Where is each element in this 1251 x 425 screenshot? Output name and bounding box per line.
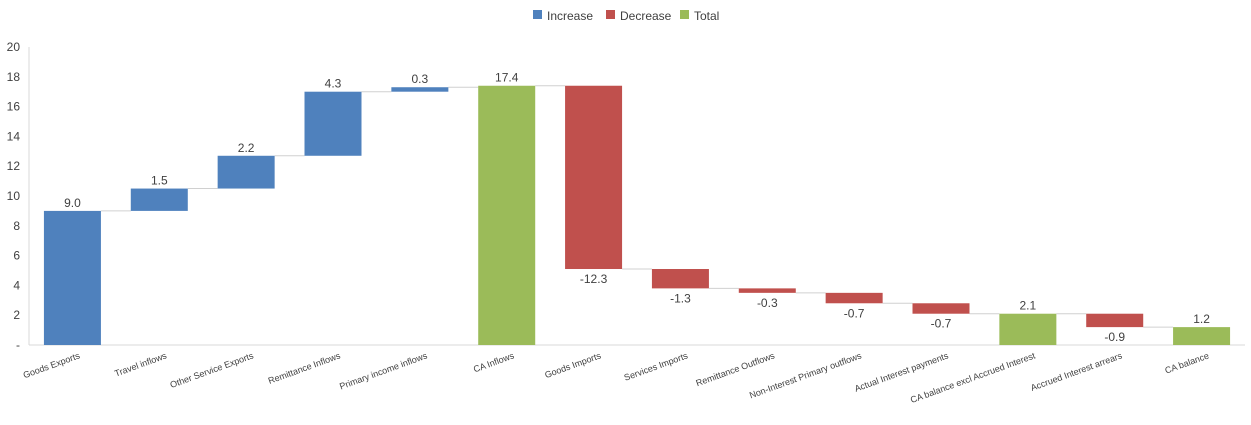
bar-8 xyxy=(651,269,709,289)
bar-5 xyxy=(391,87,449,92)
x-tick-label: Goods Exports xyxy=(22,350,82,380)
bar-14 xyxy=(1173,327,1231,345)
bar-2 xyxy=(130,188,188,211)
legend-label-decrease: Decrease xyxy=(620,9,672,23)
legend-swatch-increase xyxy=(533,10,542,19)
y-tick-label: 2 xyxy=(13,308,20,322)
bar-6 xyxy=(478,85,536,346)
x-tick-label: Remittance Outflows xyxy=(695,350,777,388)
x-tick-label: Other Service Exports xyxy=(169,350,256,390)
bar-3 xyxy=(217,155,275,189)
data-label: 2.1 xyxy=(1020,299,1037,313)
x-tick-label: CA Inflows xyxy=(472,350,516,374)
bar-13 xyxy=(1086,313,1144,328)
x-tick-label: Remittance Inflows xyxy=(267,350,342,386)
data-label: -0.7 xyxy=(844,306,865,320)
bar-12 xyxy=(999,313,1057,345)
y-tick-label: 18 xyxy=(7,70,21,84)
data-label: -0.9 xyxy=(1104,330,1125,344)
data-label: -0.7 xyxy=(931,317,952,331)
bar-7 xyxy=(565,85,623,270)
legend-swatch-decrease xyxy=(606,10,615,19)
bar-4 xyxy=(304,91,362,156)
y-tick-label: 16 xyxy=(7,100,21,114)
data-label: 4.3 xyxy=(325,77,342,91)
x-tick-label: Primary income inflows xyxy=(338,350,429,391)
bar-10 xyxy=(825,292,883,304)
bar-9 xyxy=(738,288,796,293)
x-tick-label: Accrued Interest arrears xyxy=(1029,350,1124,393)
legend-label-increase: Increase xyxy=(547,9,593,23)
data-label: 17.4 xyxy=(495,71,519,85)
legend-swatch-total xyxy=(680,10,689,19)
data-label: 2.2 xyxy=(238,141,255,155)
y-tick-label: 20 xyxy=(7,40,21,54)
y-tick-label: 8 xyxy=(13,219,20,233)
data-label: -0.3 xyxy=(757,296,778,310)
data-label: 1.5 xyxy=(151,174,168,188)
bar-1 xyxy=(43,210,101,345)
y-tick-label: 4 xyxy=(13,278,20,292)
data-label: -12.3 xyxy=(580,272,608,286)
y-tick-label: 6 xyxy=(13,249,20,263)
y-tick-label: 10 xyxy=(7,189,21,203)
x-tick-label: Services Imports xyxy=(623,350,690,382)
x-tick-label: Goods Imports xyxy=(543,350,602,380)
data-label: 9.0 xyxy=(64,196,81,210)
y-tick-label: - xyxy=(16,338,20,352)
x-tick-label: CA balance xyxy=(1164,350,1211,375)
y-tick-label: 12 xyxy=(7,159,21,173)
data-label: 0.3 xyxy=(412,72,429,86)
bar-11 xyxy=(912,303,970,314)
y-tick-label: 14 xyxy=(7,129,21,143)
data-label: -1.3 xyxy=(670,291,691,305)
x-tick-label: Travel inflows xyxy=(113,350,168,378)
legend-label-total: Total xyxy=(694,9,719,23)
data-label: 1.2 xyxy=(1193,312,1210,326)
